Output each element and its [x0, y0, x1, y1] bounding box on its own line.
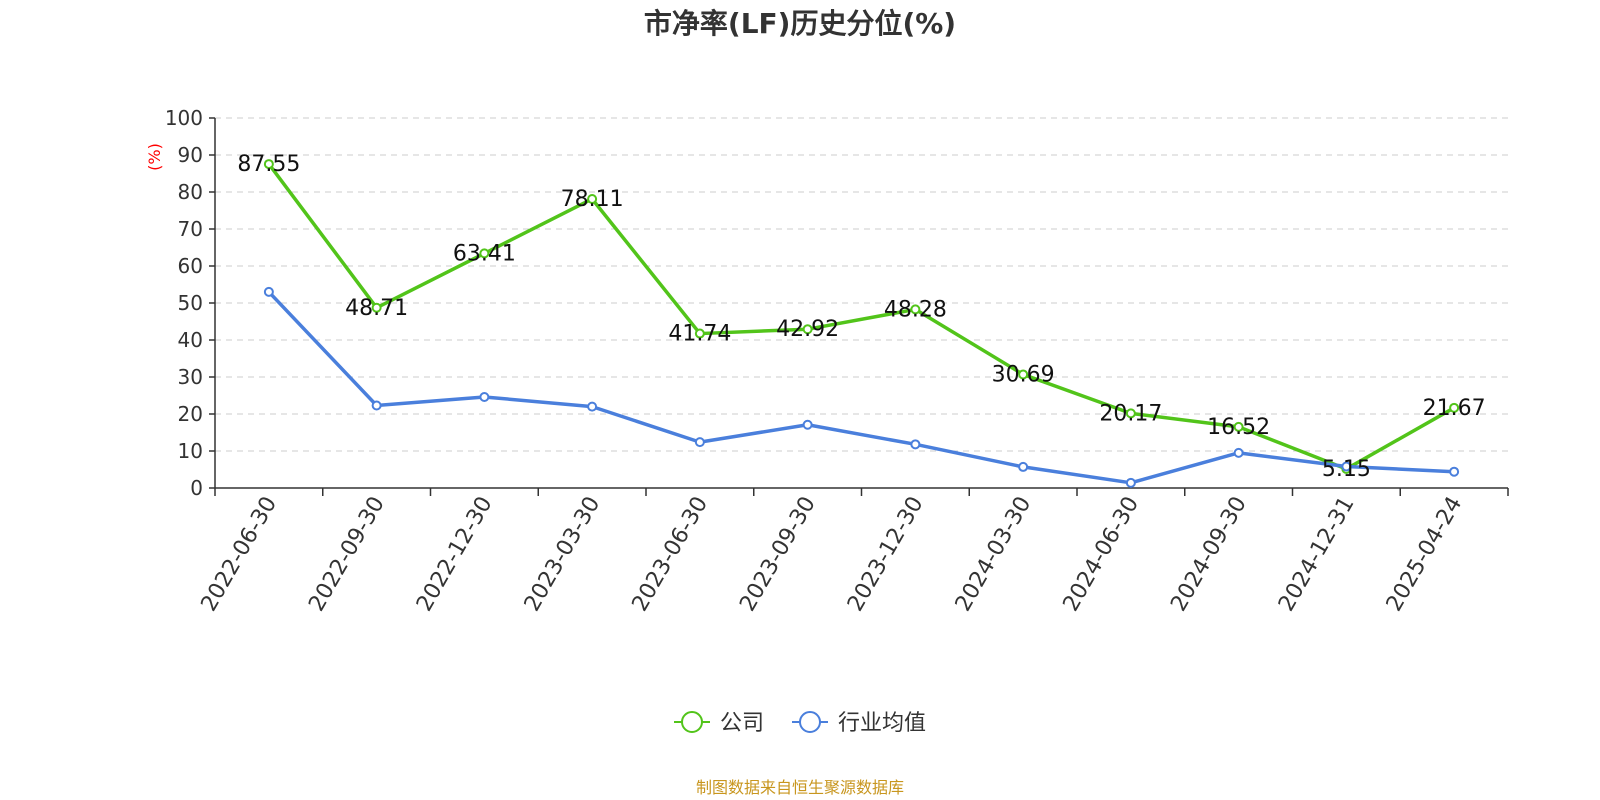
- y-tick-label: 60: [178, 254, 203, 278]
- y-tick-label: 80: [178, 180, 203, 204]
- data-label: 20.17: [1099, 401, 1162, 426]
- data-point[interactable]: [479, 248, 490, 259]
- chart-title: 市净率(LF)历史分位(%): [644, 7, 956, 40]
- grid-lines: [215, 117, 1508, 452]
- data-label: 87.55: [237, 152, 300, 177]
- x-tick-label: 2022-09-30: [304, 493, 390, 616]
- data-point[interactable]: [694, 328, 705, 339]
- y-axis-unit: (%): [145, 143, 164, 171]
- y-tick-label: 20: [178, 402, 203, 426]
- x-tick-label: 2022-06-30: [196, 493, 282, 616]
- data-point[interactable]: [1449, 466, 1460, 477]
- data-point[interactable]: [371, 400, 382, 411]
- data-point[interactable]: [587, 193, 598, 204]
- legend-label: 公司: [720, 711, 764, 736]
- data-label: 63.41: [453, 241, 516, 266]
- y-tick-label: 30: [178, 365, 203, 389]
- data-label: 41.74: [668, 322, 731, 347]
- data-label: 48.28: [884, 297, 947, 322]
- data-point[interactable]: [694, 437, 705, 448]
- x-tick-label: 2024-12-31: [1274, 493, 1360, 616]
- data-point[interactable]: [1233, 447, 1244, 458]
- data-point[interactable]: [1125, 477, 1136, 488]
- y-tick-label: 90: [178, 143, 203, 167]
- x-tick-label: 2023-03-30: [520, 493, 606, 616]
- legend-circle-icon: [799, 711, 821, 733]
- series-layer: [263, 159, 1460, 488]
- data-point[interactable]: [371, 302, 382, 313]
- data-label: 16.52: [1207, 415, 1270, 440]
- legend-item-1[interactable]: 行业均值: [792, 711, 926, 736]
- data-point[interactable]: [1341, 461, 1352, 472]
- y-tick-label: 50: [178, 291, 203, 315]
- x-tick-label: 2023-06-30: [627, 493, 713, 616]
- data-point[interactable]: [479, 391, 490, 402]
- legend-circle-icon: [681, 711, 703, 733]
- x-tick-label: 2024-09-30: [1166, 493, 1252, 616]
- x-tick-label: 2022-12-30: [412, 493, 498, 616]
- data-point[interactable]: [587, 401, 598, 412]
- data-point[interactable]: [910, 439, 921, 450]
- y-tick-label: 40: [178, 328, 203, 352]
- data-labels: 87.55 48.71 63.41 78.11 41.74 42.92 48.28 30.69…: [237, 152, 1485, 482]
- data-point[interactable]: [1125, 408, 1136, 419]
- source-note: 制图数据来自恒生聚源数据库: [696, 778, 904, 797]
- data-label: 30.69: [992, 362, 1055, 387]
- axes: 0 10 20 30 40 50 60 70 80 90 100 2022-06-30 2022-09-…: [165, 106, 1509, 616]
- data-point[interactable]: [263, 159, 274, 170]
- legend-label: 行业均值: [838, 711, 926, 736]
- x-tick-label: 2025-04-24: [1382, 493, 1468, 616]
- legend[interactable]: 公司 行业均值: [674, 711, 926, 736]
- data-point[interactable]: [1233, 421, 1244, 432]
- data-label: 48.71: [345, 296, 408, 321]
- data-label: 5.15: [1322, 457, 1371, 482]
- data-label: 21.67: [1423, 396, 1486, 421]
- data-point[interactable]: [263, 286, 274, 297]
- data-point[interactable]: [910, 304, 921, 315]
- legend-item-0[interactable]: 公司: [674, 711, 764, 736]
- x-tick-label: 2024-06-30: [1058, 493, 1144, 616]
- y-tick-label: 100: [165, 106, 203, 130]
- data-point[interactable]: [1018, 369, 1029, 380]
- data-point[interactable]: [1018, 461, 1029, 472]
- data-label: 42.92: [776, 317, 839, 342]
- data-point[interactable]: [802, 419, 813, 430]
- y-tick-label: 0: [190, 476, 203, 500]
- series-line-1: [267, 290, 1455, 485]
- y-tick-label: 70: [178, 217, 203, 241]
- data-label: 78.11: [561, 187, 624, 212]
- x-tick-label: 2024-03-30: [951, 493, 1037, 616]
- x-tick-label: 2023-12-30: [843, 493, 929, 616]
- data-point[interactable]: [802, 324, 813, 335]
- x-tick-label: 2023-09-30: [735, 493, 821, 616]
- series-line-0: [267, 163, 1455, 471]
- y-tick-label: 10: [178, 439, 203, 463]
- data-point[interactable]: [1449, 402, 1460, 413]
